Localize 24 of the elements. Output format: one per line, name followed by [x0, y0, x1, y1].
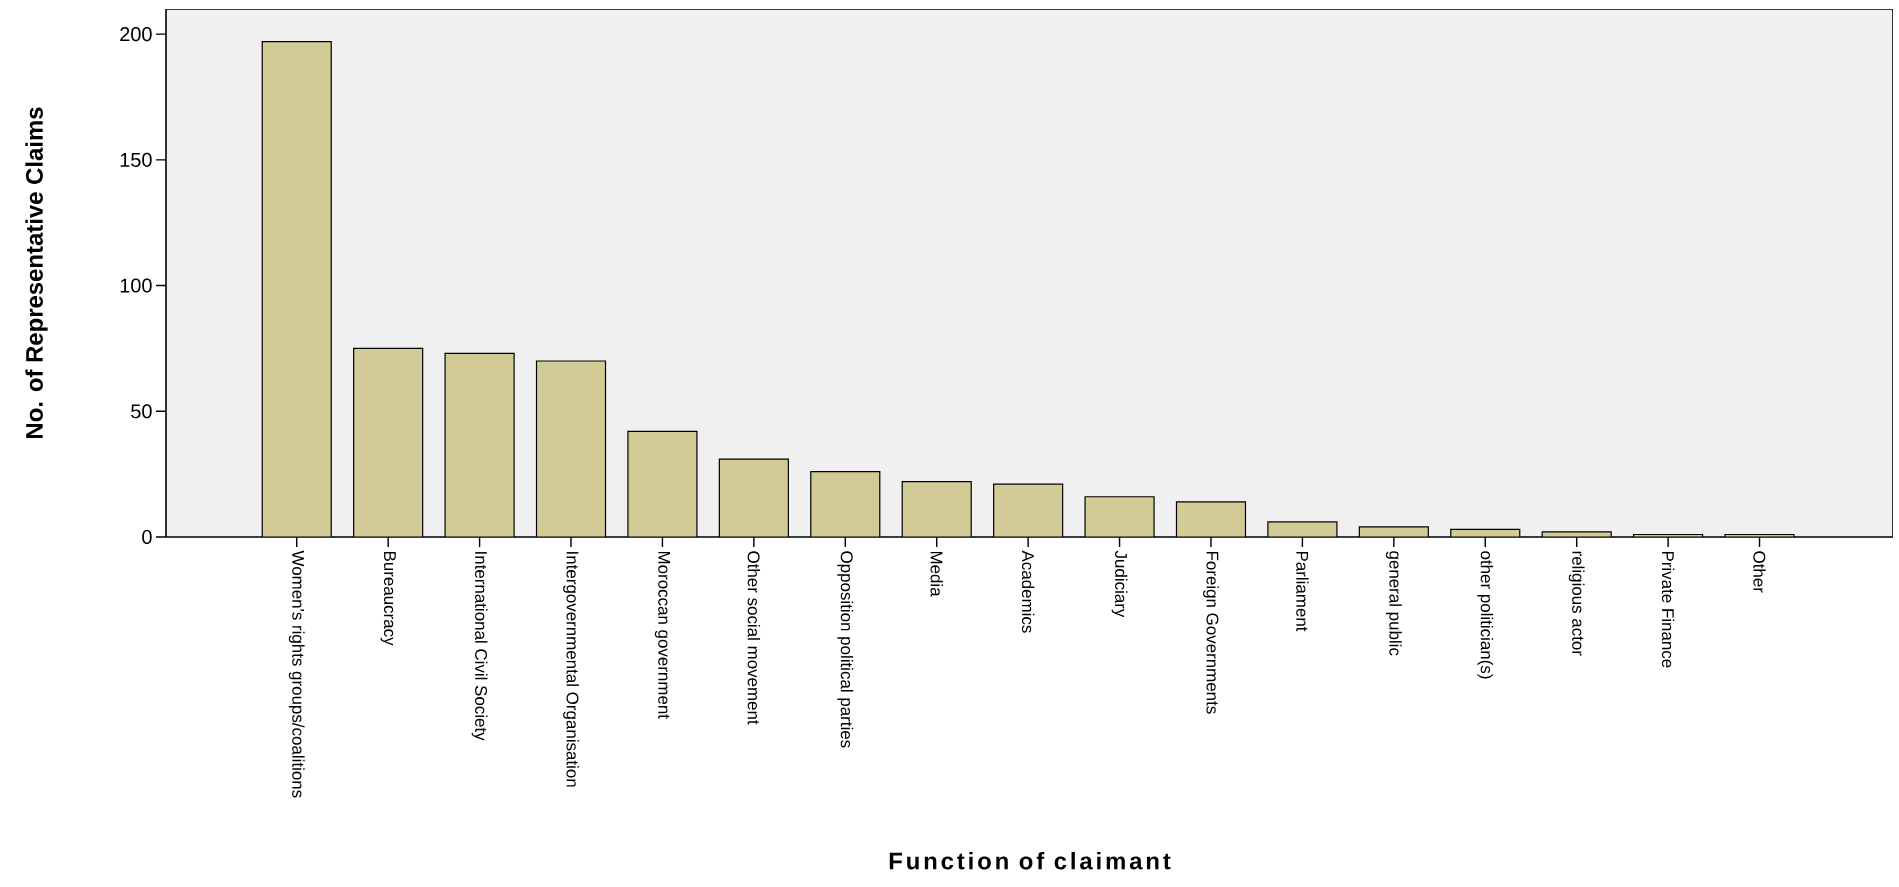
- y-axis-title: No. of Representative Claims: [25, 107, 48, 438]
- x-tick-label: Parliament: [1296, 551, 1309, 632]
- x-tick-label: International Civil Society: [471, 552, 488, 741]
- y-tick-label: 50: [131, 404, 152, 419]
- x-tick-label: Private Finance: [1661, 551, 1675, 668]
- y-tick-label: 200: [120, 27, 152, 42]
- x-axis-title: Function of claimant: [889, 851, 1171, 870]
- x-tick-label: Foreign Governments: [1203, 551, 1219, 714]
- x-tick-label: other politician(s): [1477, 551, 1494, 679]
- x-tick-label: Judiciary: [1111, 550, 1128, 618]
- x-tick-label: Opposition political parties: [837, 551, 854, 748]
- x-tick-label: general public: [1385, 551, 1402, 656]
- x-tick-label: Intergovernmental Organisation: [563, 552, 579, 787]
- x-tick-label: Moroccan government: [654, 551, 671, 719]
- x-tick-label: Bureaucracy: [380, 551, 396, 646]
- x-tick-label: Other social movement: [747, 551, 761, 725]
- x-tick-label: Other: [1753, 551, 1766, 593]
- x-tick-label: Media: [930, 551, 943, 597]
- x-tick-label: Academics: [1021, 550, 1035, 633]
- x-tick-label: Women's rights groups/coalitions: [288, 550, 305, 798]
- y-tick-label: 150: [120, 152, 152, 167]
- y-tick-label: 0: [142, 529, 152, 545]
- y-tick-label: 100: [120, 278, 152, 293]
- x-tick-label: religious actor: [1568, 551, 1585, 656]
